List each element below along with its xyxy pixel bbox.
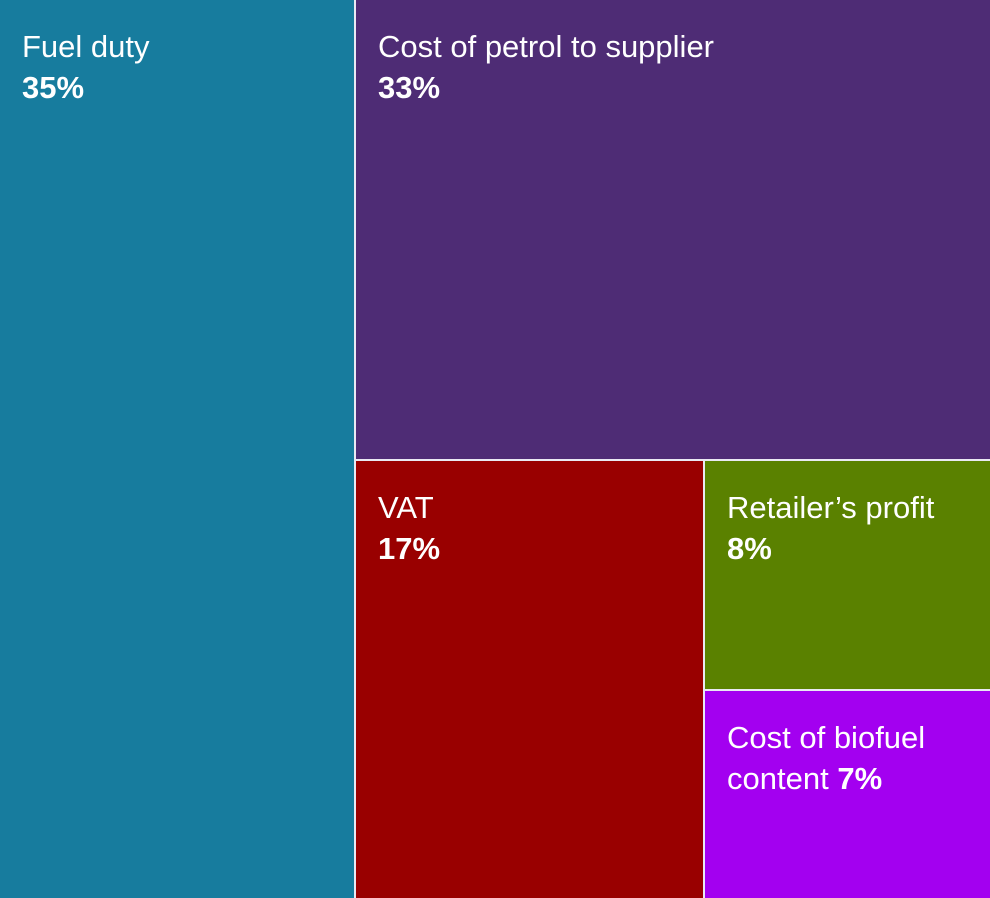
- tile-label-vat: VAT 17%: [378, 487, 693, 569]
- treemap-tile-vat: VAT 17%: [356, 461, 703, 898]
- tile-label-fuel-duty: Fuel duty 35%: [22, 26, 344, 108]
- treemap-tile-retailer-profit: Retailer’s profit 8%: [705, 461, 990, 689]
- tile-value-biofuel: 7%: [837, 761, 883, 796]
- tile-label-cost-petrol: Cost of petrol to supplier 33%: [378, 26, 980, 108]
- tile-value-cost-petrol: 33%: [378, 70, 441, 105]
- tile-value-fuel-duty: 35%: [22, 70, 85, 105]
- tile-name-fuel-duty: Fuel duty: [22, 29, 150, 64]
- tile-name-retailer-profit: Retailer’s profit: [727, 490, 935, 525]
- treemap-tile-biofuel: Cost of biofuel content 7%: [705, 691, 990, 898]
- treemap-tile-cost-petrol: Cost of petrol to supplier 33%: [356, 0, 990, 459]
- tile-value-vat: 17%: [378, 531, 441, 566]
- tile-name-cost-petrol: Cost of petrol to supplier: [378, 29, 715, 64]
- tile-name-vat: VAT: [378, 490, 434, 525]
- tile-label-biofuel: Cost of biofuel content 7%: [727, 717, 972, 799]
- tile-value-retailer-profit: 8%: [727, 531, 772, 566]
- tile-label-retailer-profit: Retailer’s profit 8%: [727, 487, 980, 569]
- tile-name-biofuel: Cost of biofuel content: [727, 720, 926, 796]
- treemap-tile-fuel-duty: Fuel duty 35%: [0, 0, 354, 898]
